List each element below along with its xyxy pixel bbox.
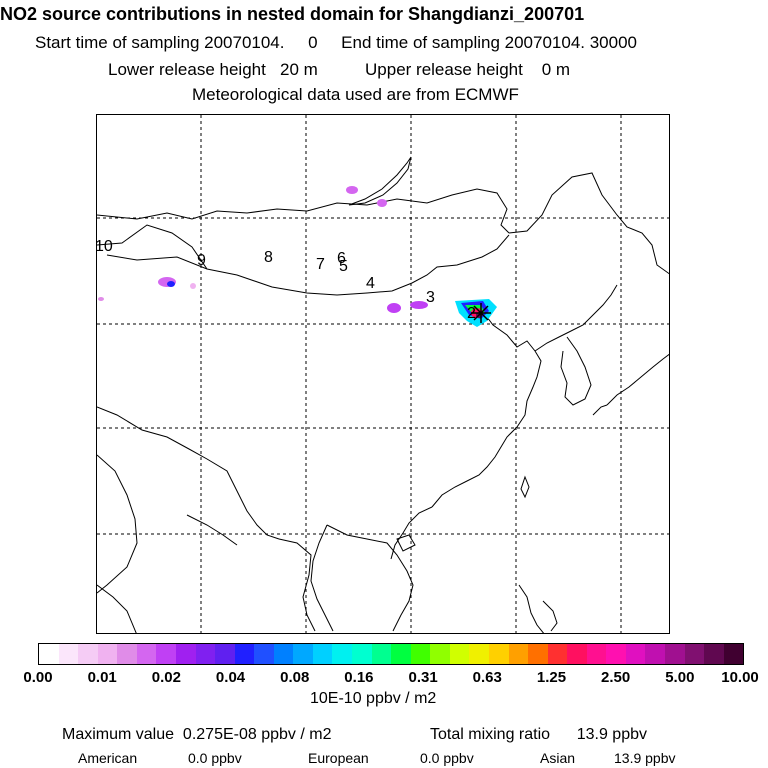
coastlines-borders <box>97 156 669 633</box>
colorbar-swatch <box>449 644 470 664</box>
colorbar-tick-label: 0.16 <box>344 669 374 686</box>
colorbar-swatch <box>39 644 59 664</box>
trajectory-label: 7 <box>316 256 325 273</box>
colorbar-swatch <box>528 644 548 664</box>
colorbar-swatch <box>508 644 529 664</box>
trajectory-label: 2 <box>467 305 476 322</box>
meteorology-source-line: Meteorological data used are from ECMWF <box>192 85 519 104</box>
colorbar-swatch <box>488 644 509 664</box>
colorbar-tick-label: 10.00 <box>721 669 759 686</box>
colorbar-swatch <box>547 644 568 664</box>
region-american-name: American <box>78 750 138 766</box>
colorbar-swatch <box>723 644 744 664</box>
colorbar-swatch <box>391 644 411 664</box>
colorbar-swatch <box>195 644 216 664</box>
colorbar-swatch <box>58 644 79 664</box>
colorbar-swatch <box>586 644 607 664</box>
colorbar-swatch <box>117 644 137 664</box>
trajectory-label: 10 <box>97 238 113 255</box>
region-european-name: European <box>308 750 369 766</box>
region-asian-name: Asian <box>540 750 576 766</box>
map-panel: 10 9 8 7 6 5 4 3 2 <box>96 114 670 634</box>
concentration-patches <box>98 186 497 327</box>
trajectory-label: 4 <box>366 275 375 292</box>
colorbar-swatch <box>156 644 176 664</box>
colorbar-swatch <box>312 644 333 664</box>
colorbar-swatch <box>469 644 489 664</box>
colorbar-swatch <box>273 644 294 664</box>
colorbar-swatch <box>606 644 626 664</box>
colorbar-tick-label: 0.31 <box>408 669 438 686</box>
colorbar <box>38 643 744 665</box>
region-asian-value: 13.9 ppbv <box>614 750 676 766</box>
colorbar-swatch <box>410 644 431 664</box>
colorbar-tick-label: 0.00 <box>23 669 53 686</box>
release-height-line: Lower release height 20 m Upper release … <box>108 60 571 79</box>
station-marker-icon <box>471 303 491 323</box>
trajectory-label: 9 <box>197 252 206 269</box>
map-title: NO2 source contributions in nested domai… <box>0 4 585 24</box>
colorbar-tick-label: 0.02 <box>151 669 181 686</box>
colorbar-tick-label: 0.01 <box>87 669 117 686</box>
colorbar-tick-label: 2.50 <box>601 669 631 686</box>
colorbar-swatch <box>352 644 372 664</box>
colorbar-swatch <box>136 644 157 664</box>
total-mixing-ratio-label: Total mixing ratio 13.9 ppbv <box>430 726 647 743</box>
graticule <box>97 115 669 633</box>
colorbar-swatch <box>234 644 255 664</box>
trajectory-labels: 10 9 8 7 6 5 4 3 2 <box>97 238 476 322</box>
region-american-value: 0.0 ppbv <box>188 750 242 766</box>
colorbar-swatch <box>684 644 705 664</box>
colorbar-swatch <box>332 644 352 664</box>
trajectory-label: 8 <box>264 249 273 266</box>
colorbar-swatch <box>254 644 274 664</box>
map-canvas: 10 9 8 7 6 5 4 3 2 <box>97 115 669 633</box>
trajectory-label: 6 <box>337 250 346 267</box>
colorbar-swatch <box>645 644 665 664</box>
maximum-value-label: Maximum value 0.275E-08 ppbv / m2 <box>62 726 332 743</box>
trajectory-label: 5 <box>339 258 348 275</box>
colorbar-swatch <box>704 644 724 664</box>
units-label: 10E-10 ppbv / m2 <box>310 690 437 707</box>
colorbar-tick-label: 1.25 <box>536 669 567 686</box>
colorbar-swatch <box>665 644 685 664</box>
trajectory-label: 3 <box>426 289 435 306</box>
colorbar-swatch <box>175 644 196 664</box>
colorbar-swatch <box>625 644 646 664</box>
colorbar-swatch <box>567 644 587 664</box>
sampling-time-line: Start time of sampling 20070104. 0 End t… <box>35 33 637 52</box>
colorbar-swatch <box>215 644 235 664</box>
colorbar-tick-label: 0.63 <box>472 669 502 686</box>
colorbar-tick-label: 0.04 <box>215 669 246 686</box>
colorbar-tick-label: 5.00 <box>665 669 695 686</box>
region-european-value: 0.0 ppbv <box>420 750 474 766</box>
colorbar-swatch <box>430 644 450 664</box>
colorbar-swatch <box>78 644 98 664</box>
colorbar-swatch <box>293 644 313 664</box>
colorbar-swatch <box>97 644 118 664</box>
colorbar-swatch <box>371 644 392 664</box>
colorbar-tick-label: 0.08 <box>280 669 310 686</box>
